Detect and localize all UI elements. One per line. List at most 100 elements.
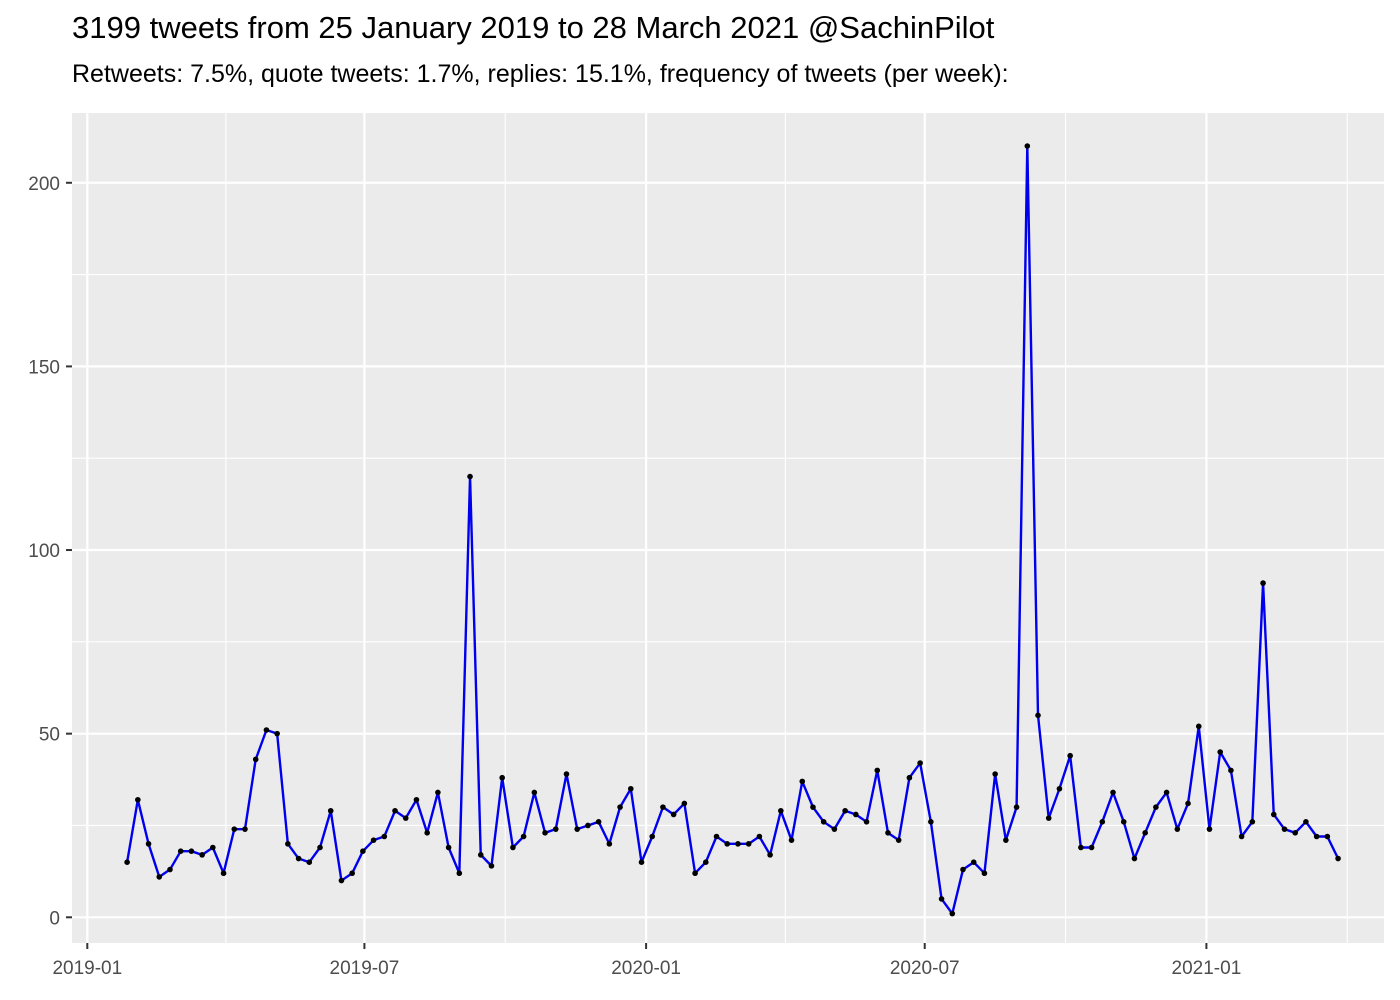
- x-tick-label: 2021-01: [1172, 958, 1242, 979]
- data-point: [349, 870, 355, 877]
- tick-labels: 0 50 100 150 200 2019-01 2019-07 2020-01 2020-07…: [28, 174, 1241, 979]
- data-point: [370, 837, 377, 843]
- data-point: [660, 804, 666, 810]
- data-point: [145, 841, 152, 847]
- data-point: [1153, 804, 1159, 810]
- series-layer: [125, 144, 1340, 915]
- data-point: [885, 830, 891, 836]
- data-point: [767, 852, 773, 858]
- data-point: [274, 730, 280, 737]
- data-point: [906, 774, 913, 781]
- y-tick-label: 100: [28, 541, 60, 562]
- data-points: [124, 143, 1341, 917]
- data-point: [1324, 833, 1331, 840]
- data-point: [938, 896, 945, 902]
- data-point: [381, 833, 388, 840]
- major-gridlines: [72, 113, 1384, 943]
- chart-subtitle: Retweets: 7.5%, quote tweets: 1.7%, repl…: [72, 60, 1009, 88]
- data-point: [295, 855, 302, 862]
- data-point: [167, 866, 173, 873]
- data-point: [1013, 804, 1020, 810]
- data-point: [360, 848, 366, 854]
- data-point: [970, 859, 977, 865]
- data-point: [745, 841, 752, 847]
- data-point: [638, 859, 645, 865]
- data-point: [692, 870, 698, 877]
- series-line: [125, 144, 1340, 915]
- data-point: [1249, 819, 1256, 825]
- data-point: [499, 774, 505, 781]
- data-point: [1024, 143, 1031, 149]
- data-point: [1110, 789, 1116, 796]
- data-point: [510, 844, 516, 851]
- data-point: [488, 863, 495, 869]
- data-point: [520, 833, 527, 840]
- plot-panel: [72, 113, 1384, 943]
- data-point: [960, 866, 966, 873]
- data-point: [831, 826, 838, 832]
- data-point: [1003, 837, 1009, 843]
- data-point: [435, 789, 441, 796]
- data-point: [649, 833, 656, 840]
- data-point: [338, 877, 345, 884]
- data-point: [949, 910, 956, 917]
- data-point: [252, 756, 259, 763]
- data-point: [1195, 723, 1202, 730]
- data-point: [778, 807, 784, 814]
- x-tick-label: 2019-07: [330, 958, 400, 979]
- data-point: [1260, 580, 1266, 586]
- data-point: [1281, 826, 1288, 832]
- data-point: [242, 826, 248, 832]
- data-point: [585, 822, 591, 829]
- data-point: [1174, 826, 1181, 832]
- data-point: [735, 841, 741, 847]
- data-point: [992, 771, 998, 777]
- x-tick-label: 2020-07: [890, 958, 960, 979]
- data-point: [135, 796, 141, 803]
- data-point: [1120, 819, 1127, 825]
- y-tick-label: 0: [49, 908, 60, 929]
- data-point: [1217, 749, 1223, 755]
- data-point: [210, 844, 216, 851]
- data-point: [467, 473, 473, 480]
- data-point: [1131, 855, 1138, 862]
- y-tick-label: 200: [28, 174, 60, 195]
- x-tick-label: 2019-01: [52, 958, 122, 979]
- data-point: [1078, 844, 1084, 851]
- data-point: [981, 870, 988, 877]
- data-point: [402, 815, 409, 821]
- data-point: [124, 859, 130, 865]
- data-point: [820, 819, 827, 825]
- data-point: [1313, 833, 1320, 840]
- data-point: [188, 848, 195, 854]
- data-point: [1292, 830, 1299, 836]
- data-point: [1067, 752, 1073, 759]
- data-point: [317, 844, 323, 851]
- y-tick-label: 150: [28, 357, 60, 378]
- minor-gridlines: [72, 113, 1384, 943]
- axis-ticks: [66, 181, 1208, 949]
- data-point: [928, 819, 934, 825]
- data-point: [231, 826, 238, 832]
- data-point: [285, 841, 291, 847]
- data-point: [542, 830, 548, 836]
- data-point: [456, 870, 463, 877]
- data-point: [477, 852, 484, 858]
- data-point: [1035, 712, 1041, 719]
- data-point: [895, 837, 902, 843]
- data-point: [799, 778, 806, 785]
- data-point: [1142, 830, 1148, 836]
- data-point: [863, 819, 870, 825]
- y-tick-label: 50: [39, 725, 60, 746]
- x-tick-label: 2020-01: [611, 958, 681, 979]
- data-point: [842, 807, 848, 814]
- data-point: [220, 870, 227, 877]
- data-point: [327, 807, 334, 814]
- data-point: [445, 844, 452, 851]
- data-point: [1056, 785, 1063, 792]
- data-point: [424, 830, 430, 836]
- data-point: [874, 767, 881, 774]
- data-point: [713, 833, 720, 840]
- data-point: [1238, 833, 1245, 840]
